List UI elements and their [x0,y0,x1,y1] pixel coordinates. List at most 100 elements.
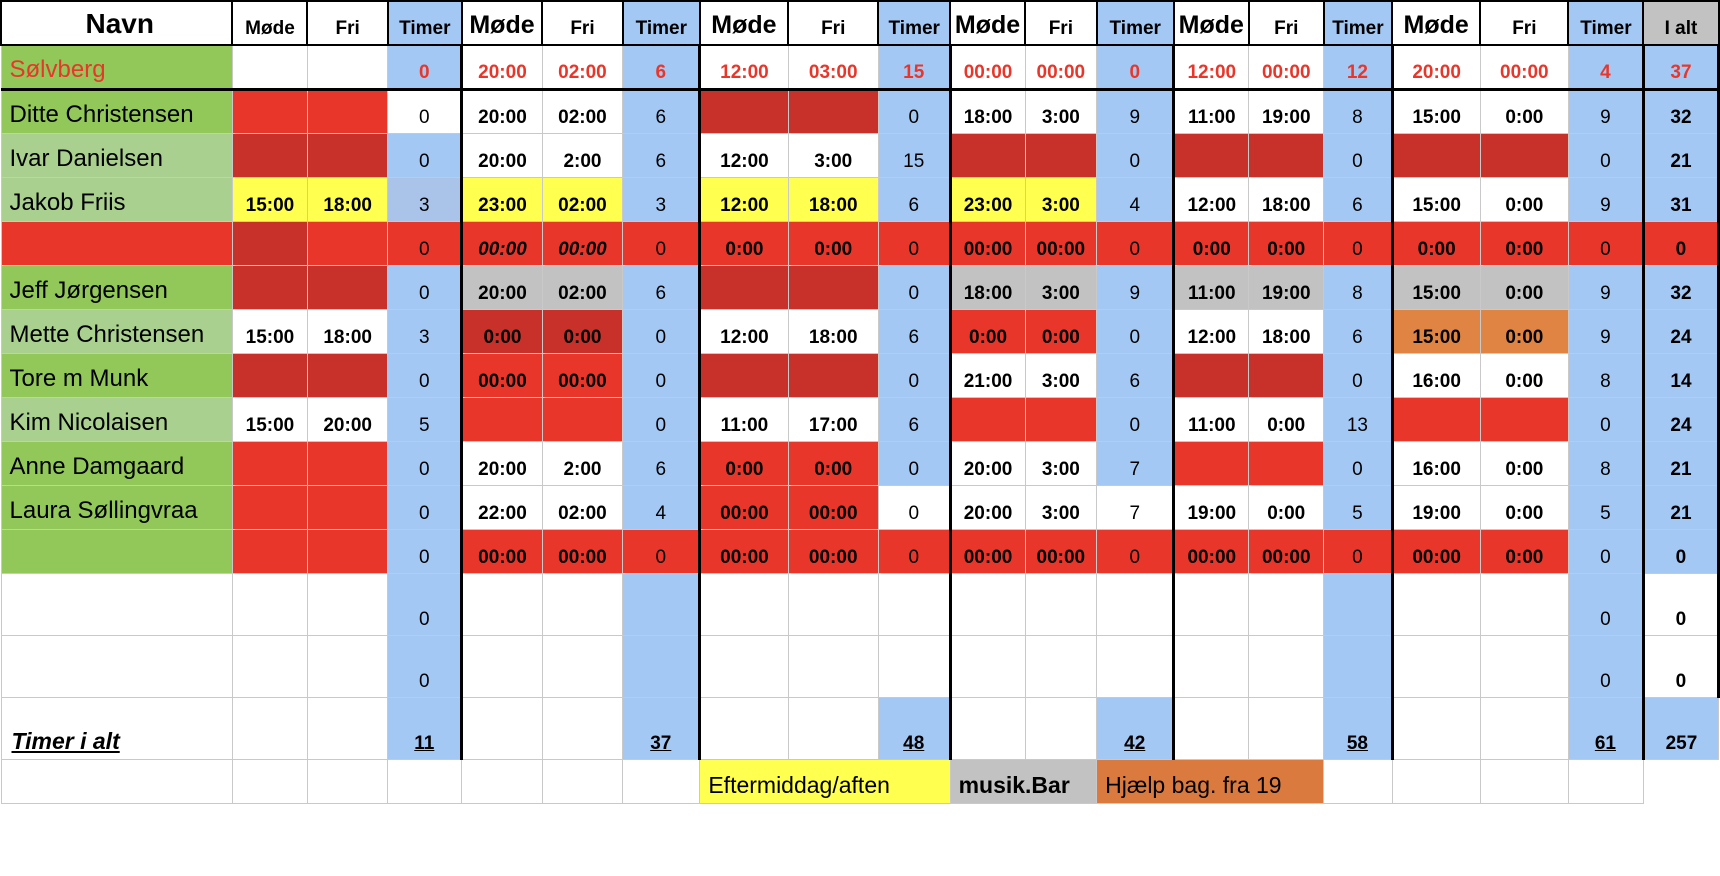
hours-cell[interactable]: 0 [1096,220,1176,266]
hours-cell[interactable]: 0 [622,352,702,398]
start-time-cell[interactable] [231,634,308,698]
start-time-cell[interactable] [1173,132,1250,178]
hours-cell[interactable]: 0 [877,88,952,134]
end-time-cell[interactable]: 02:00 [541,264,624,310]
end-time-cell[interactable] [306,440,389,486]
hours-cell[interactable]: 9 [1567,176,1645,222]
end-time-cell[interactable]: 0:00 [1479,308,1569,354]
hours-cell[interactable]: 8 [1567,440,1645,486]
hours-cell[interactable]: 9 [1567,88,1645,134]
start-time-cell[interactable] [231,220,308,266]
end-time-cell[interactable]: 3:00 [1024,176,1098,222]
hours-cell[interactable]: 4 [1567,44,1645,91]
hours-cell[interactable] [877,572,952,636]
start-time-cell[interactable]: 11:00 [1173,88,1250,134]
end-time-cell[interactable]: 2:00 [541,132,624,178]
hours-cell[interactable]: 6 [622,44,702,91]
hours-cell[interactable]: 5 [1323,484,1394,530]
hours-cell[interactable]: 4 [622,484,702,530]
hours-cell[interactable]: 15 [877,132,952,178]
hours-cell[interactable]: 8 [1323,264,1394,310]
start-time-cell[interactable] [231,264,308,310]
end-time-cell[interactable]: 0:00 [1024,308,1098,354]
empty-cell[interactable] [1567,758,1644,804]
start-time-cell[interactable]: 20:00 [461,132,543,178]
end-time-cell[interactable] [306,572,389,636]
row-total-cell[interactable]: 21 [1642,132,1720,178]
end-time-cell[interactable]: 20:00 [306,396,389,442]
start-time-cell[interactable]: 12:00 [699,308,789,354]
end-time-cell[interactable]: 19:00 [1248,88,1325,134]
start-time-cell[interactable]: 20:00 [1391,44,1481,91]
hours-cell[interactable]: 0 [877,528,952,574]
end-time-cell[interactable] [1248,634,1325,698]
start-time-cell[interactable]: 0:00 [1391,220,1481,266]
start-time-cell[interactable]: 20:00 [461,88,543,134]
start-time-cell[interactable]: 11:00 [699,396,789,442]
end-time-cell[interactable]: 00:00 [1248,44,1325,91]
empty-cell[interactable] [1024,696,1098,760]
empty-cell[interactable] [387,758,463,804]
employee-name-cell[interactable] [0,572,233,636]
row-total-cell[interactable]: 0 [1642,220,1720,266]
start-time-cell[interactable]: 00:00 [949,44,1026,91]
end-time-cell[interactable]: 18:00 [1248,308,1325,354]
start-time-cell[interactable]: 19:00 [1391,484,1481,530]
start-time-cell[interactable]: 15:00 [231,396,308,442]
hours-cell[interactable]: 6 [1323,308,1394,354]
empty-cell[interactable] [231,696,308,760]
start-time-cell[interactable]: 15:00 [1391,264,1481,310]
hours-cell[interactable] [622,634,702,698]
hours-cell[interactable]: 8 [1323,88,1394,134]
hours-cell[interactable] [1323,634,1394,698]
end-time-cell[interactable] [306,132,389,178]
week-total-cell[interactable]: 58 [1323,696,1394,760]
end-time-cell[interactable]: 0:00 [1248,396,1325,442]
start-time-cell[interactable] [949,572,1026,636]
end-time-cell[interactable] [1479,634,1569,698]
start-time-cell[interactable] [1391,634,1481,698]
hours-cell[interactable]: 13 [1323,396,1394,442]
empty-cell[interactable] [1248,696,1325,760]
start-time-cell[interactable] [461,634,543,698]
start-time-cell[interactable]: 12:00 [1173,176,1250,222]
end-time-cell[interactable]: 02:00 [541,88,624,134]
hours-cell[interactable]: 6 [1323,176,1394,222]
start-time-cell[interactable] [699,88,789,134]
end-time-cell[interactable]: 3:00 [1024,88,1098,134]
end-time-cell[interactable] [306,88,389,134]
row-total-cell[interactable]: 0 [1642,572,1720,636]
start-time-cell[interactable] [231,44,308,91]
hours-cell[interactable]: 3 [387,176,464,222]
hours-cell[interactable]: 0 [877,220,952,266]
end-time-cell[interactable] [1248,440,1325,486]
end-time-cell[interactable]: 18:00 [306,176,389,222]
end-time-cell[interactable]: 17:00 [787,396,879,442]
hours-cell[interactable]: 12 [1323,44,1394,91]
end-time-cell[interactable]: 3:00 [1024,352,1098,398]
hours-cell[interactable]: 3 [622,176,702,222]
row-total-cell[interactable]: 0 [1642,634,1720,698]
start-time-cell[interactable]: 0:00 [949,308,1026,354]
hours-cell[interactable]: 0 [387,132,464,178]
hours-cell[interactable]: 0 [877,440,952,486]
employee-name-cell[interactable]: Ivar Danielsen [0,132,233,178]
end-time-cell[interactable]: 00:00 [787,484,879,530]
row-total-cell[interactable]: 24 [1642,396,1720,442]
end-time-cell[interactable]: 02:00 [541,176,624,222]
start-time-cell[interactable]: 12:00 [699,132,789,178]
end-time-cell[interactable]: 00:00 [1479,44,1569,91]
end-time-cell[interactable]: 18:00 [1248,176,1325,222]
start-time-cell[interactable]: 11:00 [1173,396,1250,442]
end-time-cell[interactable]: 02:00 [541,484,624,530]
empty-cell[interactable] [1479,758,1569,804]
end-time-cell[interactable] [787,264,879,310]
start-time-cell[interactable]: 20:00 [461,440,543,486]
hours-cell[interactable]: 0 [1567,528,1645,574]
end-time-cell[interactable] [541,396,624,442]
empty-cell[interactable] [1323,758,1393,804]
end-time-cell[interactable] [1024,634,1098,698]
hours-cell[interactable]: 0 [877,484,952,530]
empty-cell[interactable] [541,758,624,804]
hours-cell[interactable]: 0 [1323,352,1394,398]
